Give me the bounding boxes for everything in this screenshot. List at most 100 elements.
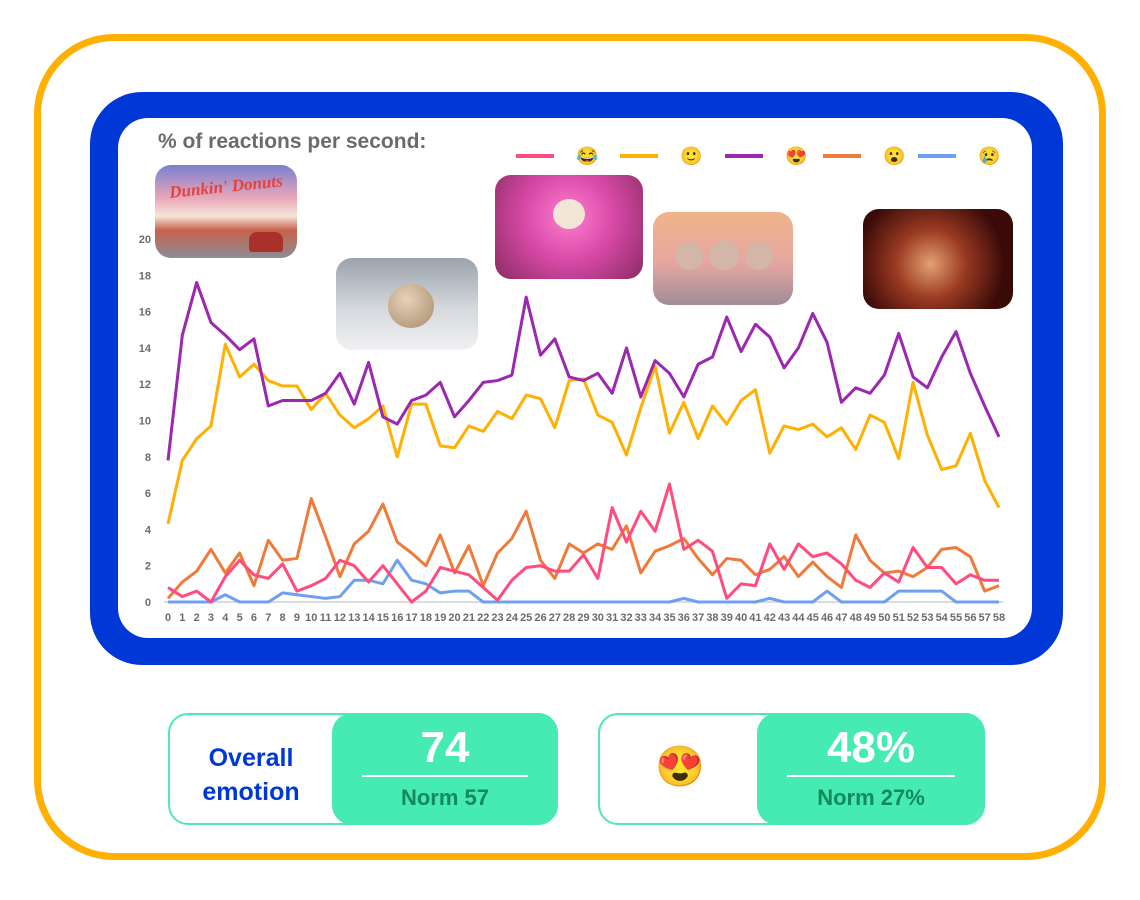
x-tick-label: 23 <box>491 612 503 624</box>
heart-eyes-card: 😍 48% Norm 27% <box>598 713 985 825</box>
x-tick-label: 36 <box>678 612 690 624</box>
x-tick-label: 42 <box>764 612 776 624</box>
y-tick-label: 2 <box>145 561 151 573</box>
x-tick-label: 18 <box>420 612 432 624</box>
x-tick-label: 27 <box>549 612 561 624</box>
x-tick-label: 46 <box>821 612 833 624</box>
x-tick-label: 17 <box>405 612 417 624</box>
y-tick-label: 8 <box>145 452 151 464</box>
x-tick-label: 22 <box>477 612 489 624</box>
overall-emotion-score: 74 <box>420 723 470 772</box>
legend-item: 😮 <box>823 144 905 168</box>
legend-emoji-icon: 😢 <box>978 146 1001 166</box>
x-tick-label: 35 <box>663 612 675 624</box>
x-tick-label: 38 <box>706 612 718 624</box>
x-tick-label: 11 <box>320 612 332 624</box>
divider <box>362 775 528 777</box>
munchkin-1 <box>675 242 703 270</box>
x-tick-label: 55 <box>950 612 962 624</box>
x-tick-label: 16 <box>391 612 403 624</box>
x-tick-label: 44 <box>792 612 805 624</box>
x-tick-label: 37 <box>692 612 704 624</box>
series-line-4 <box>168 558 999 604</box>
x-tick-label: 9 <box>294 612 300 624</box>
legend-item: 😂 <box>516 144 598 168</box>
thumbnail-munchkins-scene <box>653 212 793 305</box>
x-tick-label: 57 <box>979 612 991 624</box>
x-tick-label: 28 <box>563 612 575 624</box>
series-line-2 <box>166 281 1001 461</box>
donut-character <box>553 199 585 229</box>
x-tick-label: 1 <box>179 612 185 624</box>
overall-emotion-label: Overall emotion <box>170 741 332 809</box>
thumbnail-boy-scene <box>863 209 1013 309</box>
y-tick-label: 18 <box>139 270 151 282</box>
x-tick-label: 32 <box>620 612 632 624</box>
series-line-0 <box>167 482 999 604</box>
series-line-1 <box>166 342 1001 525</box>
overall-emotion-card: Overall emotion 74 Norm 57 <box>168 713 558 825</box>
y-tick-label: 10 <box>139 416 151 428</box>
x-tick-label: 43 <box>778 612 790 624</box>
x-tick-label: 19 <box>434 612 446 624</box>
y-tick-label: 0 <box>145 597 151 609</box>
legend-item: 😢 <box>918 144 1000 168</box>
munchkin-3 <box>745 242 773 270</box>
x-tick-label: 39 <box>721 612 733 624</box>
x-tick-label: 4 <box>222 612 229 624</box>
legend-emoji-icon: 😂 <box>576 146 599 166</box>
x-tick-label: 52 <box>907 612 919 624</box>
x-tick-label: 41 <box>749 612 761 624</box>
outer-frame <box>34 34 1106 860</box>
chart-area: % of reactions per second: 😂 🙂 😍 😮 😢 0 2 4 6 8 10… <box>118 118 1032 638</box>
x-tick-label: 29 <box>577 612 589 624</box>
x-tick-label: 5 <box>237 612 243 624</box>
x-tick-label: 20 <box>448 612 460 624</box>
y-tick-label: 6 <box>145 488 151 500</box>
x-tick-label: 26 <box>534 612 546 624</box>
x-tick-label: 12 <box>334 612 346 624</box>
x-tick-label: 13 <box>348 612 360 624</box>
dough-ball <box>388 284 434 328</box>
x-tick-label: 48 <box>850 612 862 624</box>
munchkin-2 <box>709 240 739 270</box>
thumbnail-pink-mitten-scene <box>495 175 643 279</box>
x-tick-label: 6 <box>251 612 257 624</box>
legend-item: 😍 <box>725 144 807 168</box>
legend-swatch <box>918 154 956 158</box>
x-tick-label: 58 <box>993 612 1005 624</box>
x-tick-label: 10 <box>305 612 317 624</box>
score-block: 48% Norm 27% <box>757 713 985 825</box>
x-tick-label: 30 <box>592 612 604 624</box>
y-tick-label: 4 <box>145 524 152 536</box>
legend-swatch <box>725 154 763 158</box>
overall-emotion-norm: Norm 57 <box>400 785 490 810</box>
car-shape <box>249 232 283 252</box>
x-tick-label: 45 <box>807 612 819 624</box>
y-tick-label: 14 <box>139 343 152 355</box>
x-tick-label: 31 <box>606 612 618 624</box>
x-tick-label: 25 <box>520 612 532 624</box>
legend-item: 🙂 <box>620 144 702 168</box>
x-tick-label: 47 <box>835 612 847 624</box>
x-tick-label: 51 <box>893 612 905 624</box>
label-line-2: emotion <box>202 778 300 806</box>
y-tick-label: 12 <box>139 379 151 391</box>
thumbnail-diner-scene: Dunkin' Donuts <box>155 165 297 258</box>
x-tick-label: 50 <box>878 612 890 624</box>
heart-eyes-share: 48% <box>826 723 916 772</box>
x-tick-label: 49 <box>864 612 876 624</box>
chart-title: % of reactions per second: <box>158 130 427 153</box>
x-tick-label: 56 <box>964 612 976 624</box>
thumbnail-snowball-scene <box>336 258 478 350</box>
x-tick-label: 33 <box>635 612 647 624</box>
x-tick-label: 34 <box>649 612 662 624</box>
x-tick-label: 53 <box>921 612 933 624</box>
series-line-3 <box>166 497 1000 600</box>
x-tick-label: 7 <box>265 612 271 624</box>
legend-emoji-icon: 😮 <box>883 146 906 166</box>
legend-swatch <box>620 154 658 158</box>
x-tick-label: 3 <box>208 612 214 624</box>
y-tick-label: 20 <box>139 234 151 246</box>
